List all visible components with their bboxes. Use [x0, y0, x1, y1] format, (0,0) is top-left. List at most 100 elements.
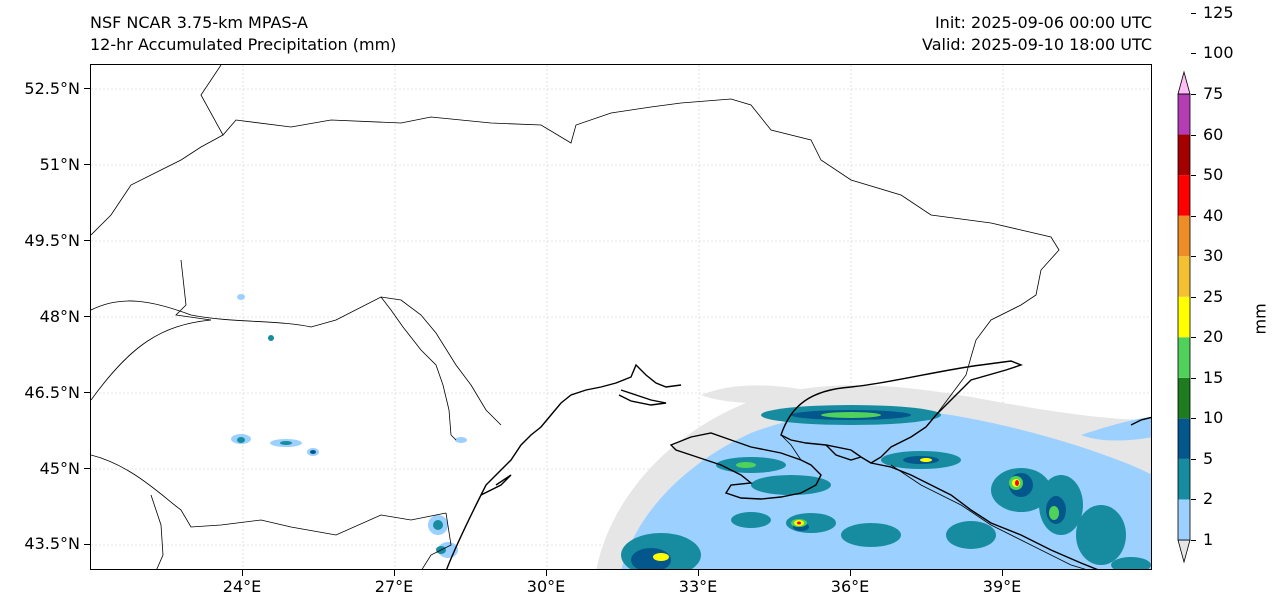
- border-ukraine-north: [200, 65, 1060, 358]
- colorbar-outline: [1177, 93, 1191, 541]
- colorbar-tick: [1191, 12, 1196, 14]
- model-title: NSF NCAR 3.75-km MPAS-A: [90, 13, 308, 32]
- precip-25mm-cells: [653, 458, 1020, 561]
- lon-tick: [1002, 570, 1003, 576]
- coast-azov-sea: [780, 360, 1024, 464]
- colorbar-level-label: 75: [1203, 84, 1224, 103]
- precip-2mm-east: [1081, 417, 1151, 441]
- lon-label-27: 27°E: [374, 577, 414, 596]
- colorbar-tick: [1191, 175, 1196, 177]
- colorbar-level-label: 50: [1203, 165, 1224, 185]
- colorbar-tick: [1191, 337, 1196, 339]
- colorbar-tick: [1191, 53, 1196, 55]
- title-block: NSF NCAR 3.75-km MPAS-A 12-hr Accumulate…: [90, 12, 396, 56]
- lat-tick: [84, 468, 90, 469]
- lat-label-49-5: 49.5°N: [24, 231, 80, 250]
- colorbar-tick: [1191, 134, 1196, 136]
- lat-label-48: 48°N: [39, 307, 80, 326]
- time-block: Init: 2025-09-06 00:00 UTC Valid: 2025-0…: [922, 12, 1152, 56]
- lat-tick: [84, 240, 90, 241]
- colorbar-tick: [1191, 458, 1196, 460]
- colorbar-segment: [1178, 377, 1190, 419]
- lon-label-24: 24°E: [222, 577, 262, 596]
- colorbar-tick: [1191, 256, 1196, 258]
- precip-colorbar: [1177, 70, 1191, 564]
- border-serbia: [150, 494, 164, 569]
- border-moldova: [380, 296, 457, 441]
- colorbar-level-label: 60: [1203, 124, 1224, 144]
- border-poland-ukraine: [175, 259, 212, 321]
- colorbar-level-label: 10: [1203, 408, 1224, 428]
- colorbar-segment: [1178, 458, 1190, 500]
- lon-tick: [698, 570, 699, 576]
- colorbar-tick: [1191, 499, 1196, 501]
- map-panel[interactable]: [90, 64, 1152, 570]
- lat-label-45: 45°N: [39, 459, 80, 478]
- lat-label-52-5: 52.5°N: [24, 79, 80, 98]
- valid-time: Valid: 2025-09-10 18:00 UTC: [921, 35, 1152, 54]
- lon-tick: [546, 570, 547, 576]
- map-canvas: [91, 65, 1151, 569]
- country-borders: [91, 65, 1086, 569]
- colorbar-tick: [1191, 418, 1196, 420]
- coastlines: [446, 360, 1151, 569]
- precip-2mm-area: [621, 410, 1151, 569]
- colorbar-level-label: 1: [1203, 530, 1214, 549]
- precip-field: [231, 294, 1151, 569]
- colorbar-tick: [1191, 377, 1196, 379]
- border-bulgaria: [421, 512, 452, 569]
- colorbar-level-label: 30: [1203, 246, 1224, 266]
- colorbar-segment: [1178, 296, 1190, 338]
- colorbar-level-label: 125: [1203, 2, 1234, 22]
- lat-label-51: 51°N: [39, 155, 80, 174]
- colorbar-segment: [1178, 94, 1190, 135]
- coast-odesa-delta: [480, 474, 512, 496]
- border-belarus-south: [91, 134, 224, 236]
- colorbar-tick: [1191, 540, 1196, 541]
- field-title: 12-hr Accumulated Precipitation (mm): [90, 35, 397, 54]
- colorbar-tick: [1191, 296, 1196, 298]
- colorbar-segment: [1178, 134, 1190, 176]
- colorbar-extend-high: [1177, 70, 1191, 95]
- lon-tick: [850, 570, 851, 576]
- coast-kerch: [825, 444, 862, 461]
- colorbar-segment: [1178, 175, 1190, 216]
- precip-50mm-cells: [797, 480, 1019, 525]
- colorbar-segment: [1178, 215, 1190, 257]
- lat-label-46-5: 46.5°N: [24, 383, 80, 402]
- coast-caucasus: [870, 462, 1098, 569]
- colorbar-level-label: 40: [1203, 205, 1224, 225]
- coast-dnieper-estuary: [618, 389, 667, 406]
- lon-label-36: 36°E: [830, 577, 870, 596]
- lat-tick: [84, 164, 90, 165]
- border-romania-north: [91, 319, 212, 401]
- lon-label-39: 39°E: [982, 577, 1022, 596]
- coast-crimea: [669, 432, 822, 500]
- colorbar-segment: [1178, 337, 1190, 378]
- colorbar-level-label: 25: [1203, 286, 1224, 306]
- border-russia-georgia: [890, 464, 1086, 569]
- colorbar-segment: [1178, 256, 1190, 297]
- colorbar-segment: [1178, 499, 1190, 540]
- lat-tick: [84, 392, 90, 393]
- lat-tick: [84, 88, 90, 89]
- init-time: Init: 2025-09-06 00:00 UTC: [934, 13, 1152, 32]
- colorbar-level-label: 15: [1203, 367, 1224, 387]
- lat-label-43-5: 43.5°N: [24, 534, 80, 553]
- colorbar-level-label: 20: [1203, 327, 1224, 347]
- border-crimea: [780, 434, 802, 461]
- colorbar-segment: [1178, 418, 1190, 459]
- lon-tick: [242, 570, 243, 576]
- border-ukraine-west: [91, 296, 502, 426]
- coast-caspian-fragment: [1130, 416, 1151, 426]
- colorbar-tick: [1191, 215, 1196, 217]
- colorbar-level-label: 2: [1203, 489, 1214, 509]
- precip-1mm-area-west: [701, 385, 811, 405]
- colorbar-unit-label: mm: [1250, 303, 1270, 335]
- border-romania-south: [91, 454, 447, 536]
- lon-label-30: 30°E: [526, 577, 566, 596]
- lon-label-33: 33°E: [678, 577, 718, 596]
- coast-black-sea-west: [446, 363, 682, 569]
- lat-tick: [84, 316, 90, 317]
- lon-tick: [394, 570, 395, 576]
